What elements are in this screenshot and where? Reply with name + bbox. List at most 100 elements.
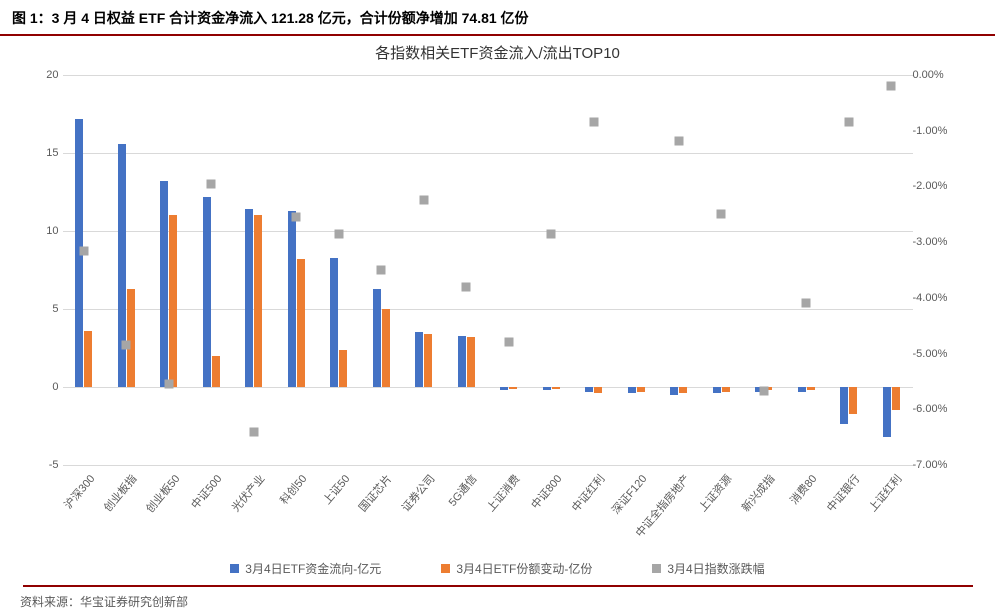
y1-tick-label: 15: [19, 147, 59, 159]
bar: [288, 211, 296, 387]
y2-axis: 0.00%-1.00%-2.00%-3.00%-4.00%-5.00%-6.00…: [909, 75, 965, 465]
scatter-marker: [674, 136, 683, 145]
plot-region: [63, 75, 913, 465]
bar: [585, 387, 593, 392]
scatter-marker: [164, 380, 173, 389]
y2-tick-label: -1.00%: [913, 125, 969, 137]
bar: [892, 387, 900, 410]
legend-item-flow: 3月4日ETF资金流向-亿元: [230, 560, 381, 577]
scatter-marker: [292, 213, 301, 222]
bar: [713, 387, 721, 393]
scatter-marker: [802, 299, 811, 308]
x-tick-label: 深证F120: [608, 471, 651, 517]
bar: [382, 309, 390, 387]
scatter-marker: [207, 179, 216, 188]
y2-tick-label: -3.00%: [913, 236, 969, 248]
bar: [543, 387, 551, 390]
bar: [807, 387, 815, 390]
scatter-marker: [759, 387, 768, 396]
bar: [203, 197, 211, 387]
bar: [458, 336, 466, 387]
x-tick-label: 沪深300: [60, 471, 98, 512]
x-tick-label: 5G通信: [445, 471, 481, 509]
y1-axis: -505101520: [23, 75, 63, 465]
bar: [424, 334, 432, 387]
x-tick-label: 新兴成指: [737, 471, 778, 515]
x-tick-label: 中证银行: [822, 471, 863, 515]
bar: [637, 387, 645, 392]
scatter-marker: [79, 246, 88, 255]
bar: [297, 259, 305, 387]
x-tick-label: 证券公司: [397, 471, 438, 515]
bar: [722, 387, 730, 392]
y2-tick-label: -6.00%: [913, 403, 969, 415]
x-tick-label: 上证消费: [482, 471, 523, 515]
bar: [798, 387, 806, 392]
x-tick-label: 消费80: [786, 471, 820, 508]
bar: [679, 387, 687, 393]
x-tick-label: 上证资源: [695, 471, 736, 515]
bar: [500, 387, 508, 390]
bar: [849, 387, 857, 414]
legend-label: 3月4日ETF份额变动-亿份: [456, 560, 592, 577]
scatter-marker: [122, 341, 131, 350]
scatter-marker: [334, 229, 343, 238]
legend-swatch-bar-icon: [230, 564, 239, 573]
bar: [552, 387, 560, 389]
bar: [245, 209, 253, 387]
bar: [840, 387, 848, 424]
scatter-marker: [844, 118, 853, 127]
x-tick-label: 科创50: [276, 471, 310, 508]
bar: [118, 144, 126, 387]
y1-tick-label: 20: [19, 69, 59, 81]
scatter-marker: [589, 118, 598, 127]
x-tick-label: 创业板指: [100, 471, 141, 515]
x-tick-label: 上证50: [319, 471, 353, 508]
legend-swatch-square-icon: [652, 564, 661, 573]
y1-tick-label: 5: [19, 303, 59, 315]
y1-tick-label: 0: [19, 381, 59, 393]
bar: [212, 356, 220, 387]
legend-label: 3月4日ETF资金流向-亿元: [245, 560, 381, 577]
scatter-marker: [249, 427, 258, 436]
source-label: 资料来源：华宝证券研究创新部: [0, 587, 995, 616]
bar: [160, 181, 168, 387]
scatter-marker: [462, 282, 471, 291]
bar: [883, 387, 891, 437]
x-tick-label: 光伏产业: [227, 471, 268, 515]
legend-label: 3月4日指数涨跌幅: [667, 560, 764, 577]
bar: [467, 337, 475, 387]
y2-tick-label: -2.00%: [913, 180, 969, 192]
bar: [628, 387, 636, 393]
scatter-marker: [717, 210, 726, 219]
bar: [509, 387, 517, 389]
bar: [594, 387, 602, 393]
scatter-marker: [504, 338, 513, 347]
scatter-marker: [377, 266, 386, 275]
y1-tick-label: 10: [19, 225, 59, 237]
bar: [330, 258, 338, 387]
y2-tick-label: -5.00%: [913, 348, 969, 360]
bar: [339, 350, 347, 387]
legend-swatch-bar-icon: [441, 564, 450, 573]
y2-tick-label: -4.00%: [913, 292, 969, 304]
x-axis-labels: 沪深300创业板指创业板50中证500光伏产业科创50 上证50国证芯片证券公司5…: [23, 465, 973, 550]
y2-tick-label: 0.00%: [913, 69, 969, 81]
x-tick-label: 国证芯片: [355, 471, 396, 515]
bar: [415, 332, 423, 387]
figure-caption: 图 1：3 月 4 日权益 ETF 合计资金净流入 121.28 亿元，合计份额…: [0, 0, 995, 36]
bar: [127, 289, 135, 387]
x-tick-label: 创业板50: [142, 471, 183, 516]
x-tick-label: 中证红利: [567, 471, 608, 515]
scatter-marker: [547, 229, 556, 238]
legend: 3月4日ETF资金流向-亿元 3月4日ETF份额变动-亿份 3月4日指数涨跌幅: [23, 550, 973, 587]
bar: [254, 215, 262, 387]
x-tick-label: 中证500: [187, 471, 225, 512]
bar: [373, 289, 381, 387]
x-tick-label: 中证800: [527, 471, 565, 512]
bar: [670, 387, 678, 395]
bar: [169, 215, 177, 387]
chart-title: 各指数相关ETF资金流入/流出TOP10: [0, 36, 995, 65]
x-tick-label: 上证红利: [865, 471, 906, 515]
scatter-marker: [887, 82, 896, 91]
